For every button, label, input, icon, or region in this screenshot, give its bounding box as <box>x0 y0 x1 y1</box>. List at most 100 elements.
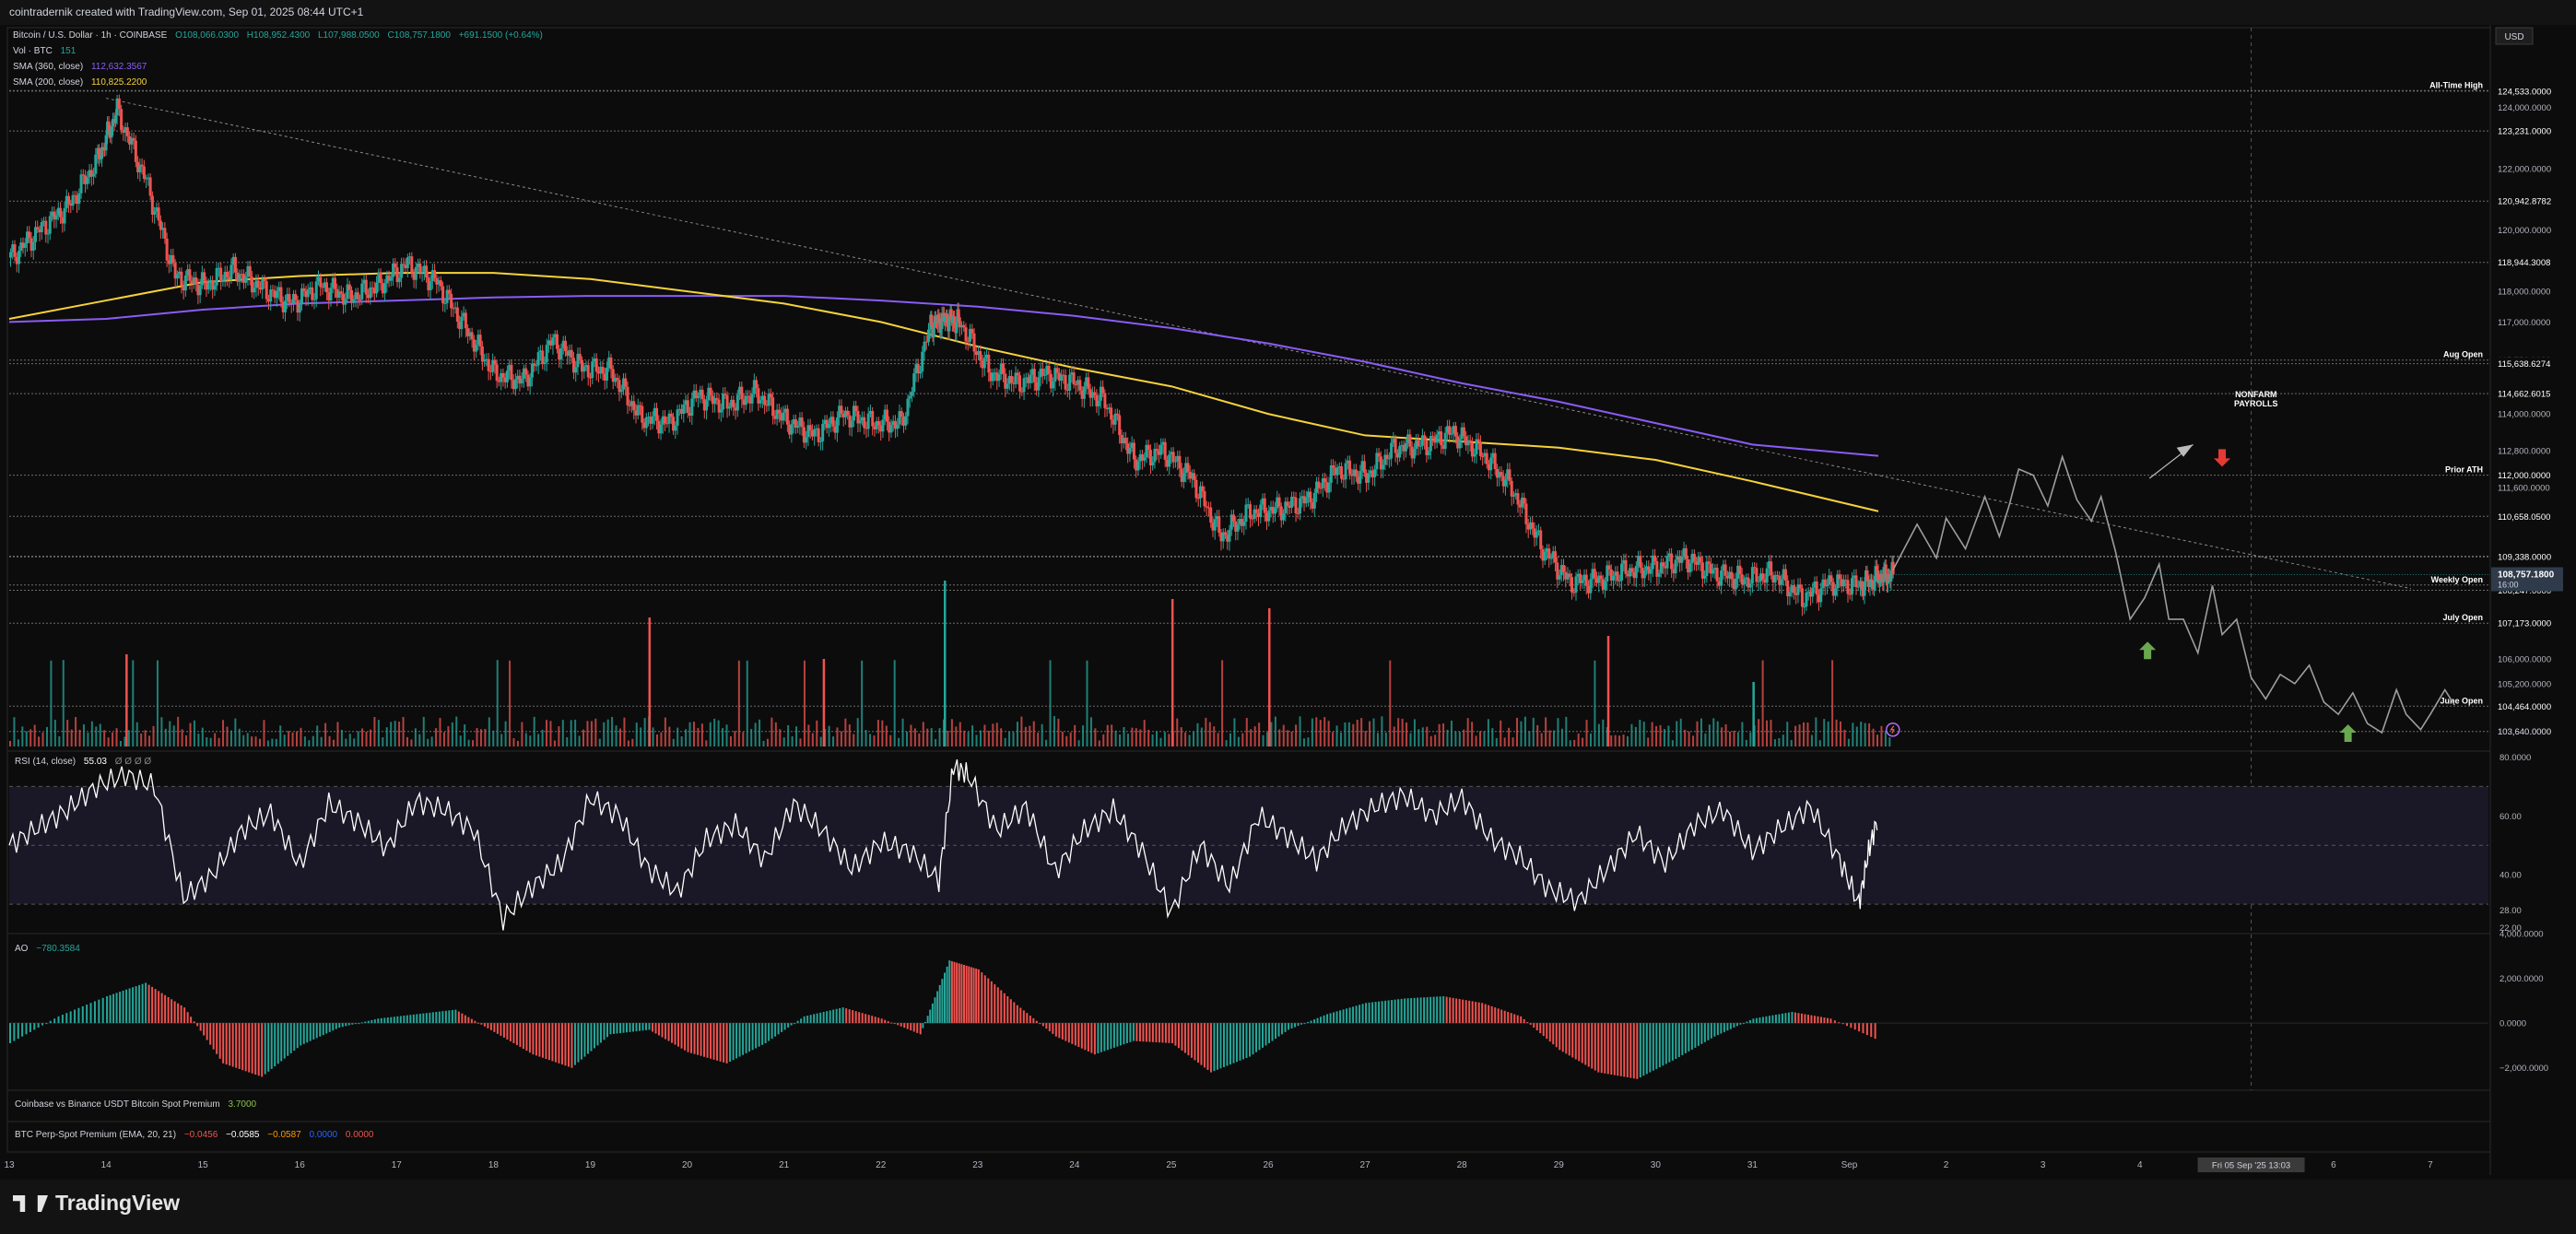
volume-bar <box>549 721 552 746</box>
volume-bar <box>21 726 24 746</box>
ao-bar <box>716 1023 719 1061</box>
ao-bar <box>251 1023 253 1074</box>
ao-bar <box>690 1023 693 1053</box>
candle-body <box>1219 533 1223 542</box>
ao-bar <box>1200 1023 1203 1065</box>
ao-bar <box>1490 1005 1493 1024</box>
ao-bar <box>996 987 999 1024</box>
candle-body <box>594 358 598 372</box>
candle-body <box>205 280 208 290</box>
candle-body <box>1257 512 1261 518</box>
volume-bar <box>340 729 343 746</box>
ao-bar <box>474 1020 476 1024</box>
candle-body <box>688 412 692 417</box>
candle-body <box>879 425 883 432</box>
candle-body <box>1217 516 1221 534</box>
ao-bar <box>1365 1003 1368 1024</box>
volume-bar <box>1258 723 1261 746</box>
ao-bar <box>1748 1019 1751 1024</box>
ao-bar <box>1138 1023 1141 1041</box>
rsi-tick-label: 28.00 <box>2500 906 2522 916</box>
volume-bar <box>90 721 93 746</box>
ao-bar <box>106 996 109 1024</box>
candle-body <box>921 351 924 372</box>
ao-bar <box>1639 1023 1641 1078</box>
candle-body <box>1568 573 1571 578</box>
candle-body <box>1489 457 1493 471</box>
candle-body <box>316 276 320 282</box>
candle-body <box>1238 519 1241 524</box>
ao-bar <box>970 967 972 1024</box>
candle-body <box>1095 394 1099 406</box>
ao-bar <box>1503 1010 1506 1024</box>
candle-body <box>924 341 928 343</box>
tradingview-logo[interactable]: TradingView <box>13 1191 180 1216</box>
volume-bar <box>697 727 700 746</box>
ao-bar <box>371 1019 373 1024</box>
ao-bar <box>199 1023 202 1031</box>
candle-body <box>510 364 513 381</box>
candle-body <box>101 147 105 148</box>
volume-bar <box>590 721 593 746</box>
ao-bar <box>341 1023 344 1028</box>
volume-bar <box>1065 735 1068 746</box>
ao-bar <box>293 1023 296 1052</box>
volume-bar <box>1126 734 1129 746</box>
candle-body <box>1846 580 1850 594</box>
volume-bar <box>1569 740 1571 746</box>
candle-body <box>808 425 812 431</box>
premium-legend: Coinbase vs Binance USDT Bitcoin Spot Pr… <box>15 1099 262 1110</box>
candle-body <box>308 287 312 289</box>
candle-body <box>286 294 289 301</box>
candle-body <box>1626 573 1629 577</box>
volume-bar <box>504 721 507 746</box>
volume-bar <box>606 719 609 746</box>
ao-bar <box>519 1023 522 1048</box>
candle-body <box>314 281 318 300</box>
candle-body <box>1700 562 1704 579</box>
ao-bar <box>25 1023 28 1035</box>
candle-body <box>61 217 65 224</box>
candle-body <box>958 317 961 328</box>
volume-bar <box>1163 732 1166 746</box>
candle-body <box>206 282 210 290</box>
candle-body <box>1404 442 1407 452</box>
ao-bar <box>577 1023 580 1063</box>
candle-body <box>1828 575 1831 585</box>
ao-bar <box>154 989 157 1024</box>
level-tag: 104,464.0000 <box>2498 702 2551 712</box>
volume-bar <box>1790 740 1793 746</box>
candle-body <box>1101 386 1105 394</box>
green-up-arrow-icon <box>2139 641 2157 660</box>
candle-body <box>1228 529 1231 542</box>
volume-bar <box>725 724 728 746</box>
volume-bar <box>1500 720 1502 746</box>
ao-bar <box>835 1008 838 1024</box>
volume-bar <box>1770 719 1772 746</box>
volume-bar <box>263 720 265 746</box>
volume-bar <box>1855 726 1858 746</box>
ao-bar <box>328 1023 331 1032</box>
candle-body <box>979 350 982 361</box>
y-tick-label: 122,000.0000 <box>2498 165 2551 175</box>
volume-bar <box>1356 720 1359 746</box>
volume-bar <box>546 720 548 746</box>
volume-bar <box>1193 731 1195 746</box>
candle-body <box>1064 375 1067 390</box>
candle-body <box>987 354 991 373</box>
ao-bar <box>45 1023 48 1025</box>
candle-body <box>1128 448 1132 454</box>
volume-bar <box>1700 718 1702 746</box>
volume-bar <box>1434 735 1437 746</box>
ao-bar <box>1310 1020 1312 1024</box>
candle-body <box>1157 451 1160 455</box>
ao-bar <box>1468 1000 1471 1024</box>
ao-bar <box>1155 1023 1158 1042</box>
ao-bar <box>658 1023 661 1036</box>
ao-bar <box>1288 1023 1290 1030</box>
ao-bar <box>774 1023 777 1037</box>
candle-body <box>1279 506 1283 521</box>
ao-bar <box>1771 1015 1774 1024</box>
candle-body <box>1445 426 1449 433</box>
